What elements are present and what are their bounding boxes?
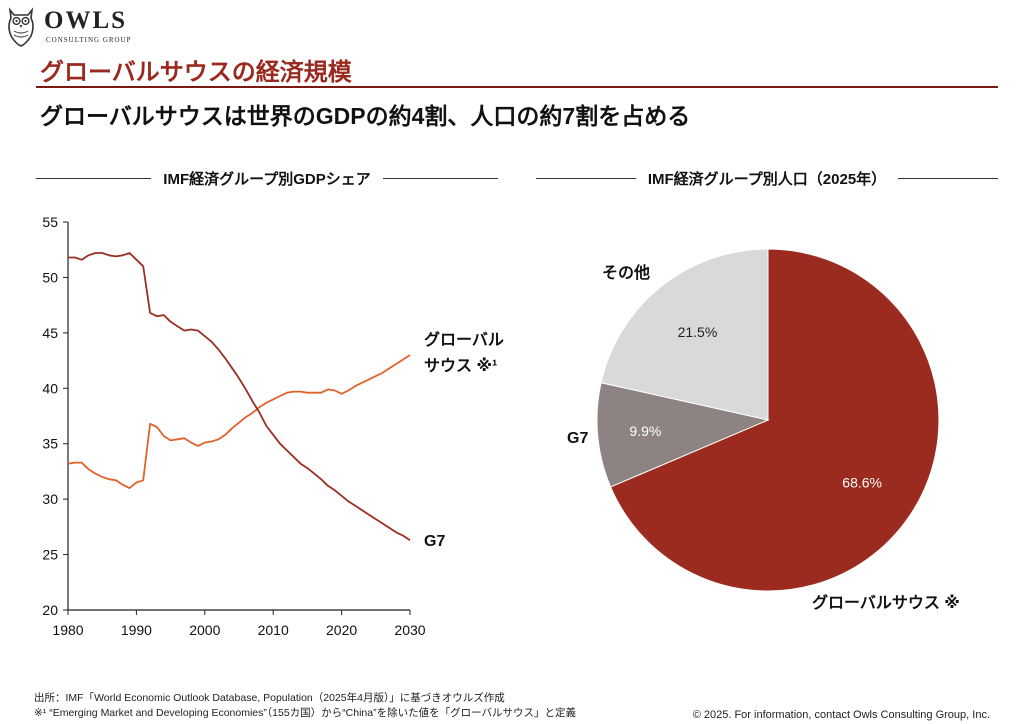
x-tick-label: 1990 [121,622,152,638]
headline: グローバルサウスは世界のGDPの約4割、人口の約7割を占める [40,103,691,129]
pie-label-g7: G7 [567,430,588,447]
global-south-line-label: グローバル [424,330,504,349]
company-logo: OWLS CONSULTING GROUP [4,4,144,48]
x-tick-label: 2000 [189,622,220,638]
population-chart-title-text: IMF経済グループ別人口（2025年） [647,170,887,188]
copyright: © 2025. For information, contact Owls Co… [692,709,990,721]
logo-wordmark: OWLS [44,7,128,34]
g7-line [68,252,411,541]
y-tick-label: 20 [42,602,58,618]
title-rule-left [36,177,152,179]
x-tick-label: 2010 [258,622,289,638]
pie-slice-other [600,248,769,421]
y-tick-label: 25 [42,547,58,563]
definition-note: ※¹ “Emerging Market and Developing Econo… [34,707,576,719]
gdp-share-line-chart: 20 25 30 35 40 45 50 55 1980 1990 2000 2010 2020 2030… [42,214,504,638]
pie-slice-global-south-value: 68.6% [842,474,882,490]
x-tick-label: 1980 [52,622,83,638]
pie-slice-global-south [609,248,940,592]
pie-label-global-south: グローバルサウス ※¹ [812,593,960,612]
x-tick-label: 2020 [326,622,357,638]
gdp-chart-title: IMF経済グループ別GDPシェア [36,168,498,188]
pie-label-other: その他 [602,263,650,282]
source-note: 出所：IMF「World Economic Outlook Database, … [34,692,505,704]
pie-slice-g7 [596,382,770,488]
page-title: グローバルサウスの経済規模 [40,59,352,86]
x-tick-label: 2030 [394,622,425,638]
title-rule-right [898,177,999,179]
title-rule-left [536,177,636,179]
y-tick-label: 30 [42,491,58,507]
y-tick-label: 40 [42,380,58,396]
global-south-line-label: サウス ※¹ [424,357,497,375]
owl-icon [8,7,34,47]
g7-line-label: G7 [424,533,445,550]
title-divider [36,86,998,88]
logo-tagline: CONSULTING GROUP [46,36,132,44]
y-tick-label: 35 [42,436,58,452]
y-tick-label: 45 [42,325,58,341]
title-rule-right [382,177,498,179]
global-south-line [67,354,411,489]
population-pie-chart: 68.6% 9.9% 21.5% グローバルサウス ※¹ G7 その他 [567,248,960,612]
population-chart-title: IMF経済グループ別人口（2025年） [536,168,999,188]
y-tick-label: 55 [42,214,58,230]
pie-slice-g7-value: 9.9% [629,423,661,439]
gdp-chart-title-text: IMF経済グループ別GDPシェア [163,170,371,188]
y-tick-label: 50 [42,269,58,285]
pie-slice-other-value: 21.5% [678,324,718,340]
